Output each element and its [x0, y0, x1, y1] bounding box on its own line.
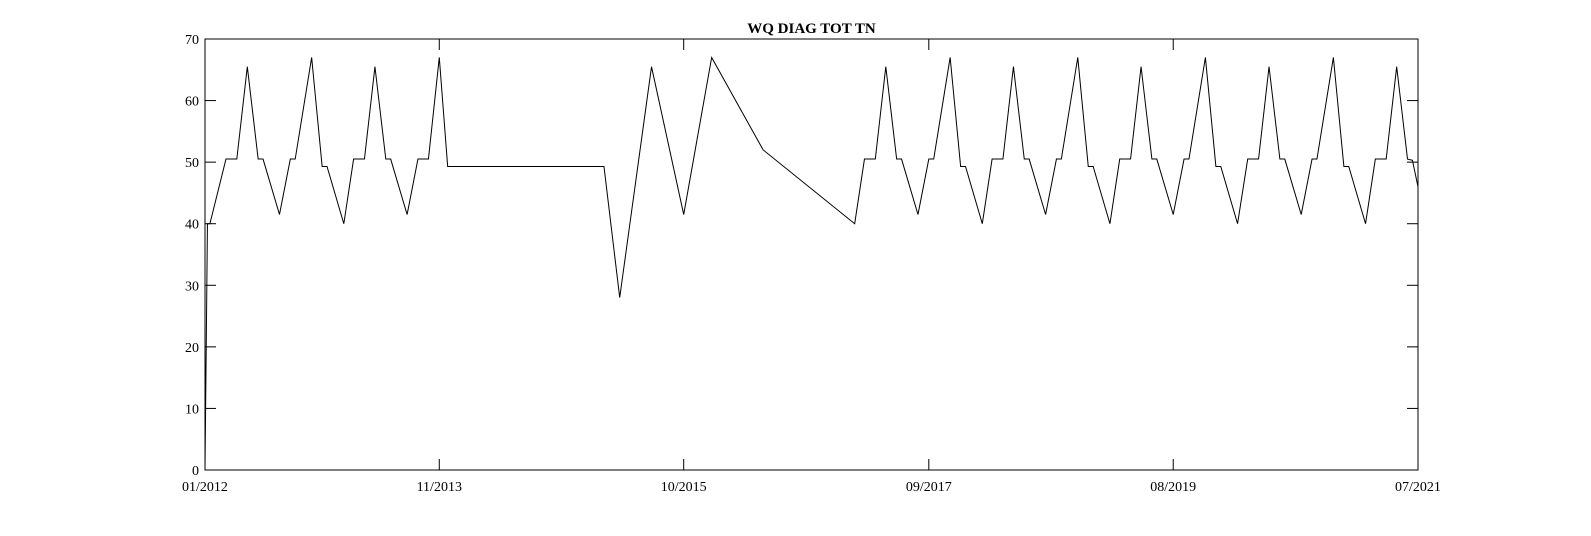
- y-tick-label: 70: [185, 33, 199, 48]
- y-tick-label: 0: [192, 464, 199, 479]
- series-line: [204, 55, 1419, 471]
- x-axis: 01/2012 11/2013 10/2015 09/2017 08/2019 07/20…: [182, 39, 1441, 495]
- x-tick-label: 07/2021: [1395, 480, 1441, 495]
- chart-title: WQ DIAG TOT TN: [747, 21, 876, 37]
- y-axis: 0 10 20 30 40 50 60 70: [185, 33, 1418, 479]
- y-tick-label: 10: [185, 402, 199, 417]
- x-tick-label: 08/2019: [1150, 480, 1196, 495]
- y-tick-label: 40: [185, 218, 199, 233]
- x-tick-label: 09/2017: [906, 480, 952, 495]
- y-tick-label: 30: [185, 279, 199, 294]
- x-tick-label: 10/2015: [661, 480, 707, 495]
- x-tick-label: 11/2013: [417, 480, 462, 495]
- y-tick-label: 50: [185, 156, 199, 171]
- x-tick-label: 01/2012: [182, 480, 228, 495]
- y-tick-label: 60: [185, 95, 199, 110]
- plot-area-frame: [204, 38, 1419, 471]
- y-tick-label: 20: [185, 341, 199, 356]
